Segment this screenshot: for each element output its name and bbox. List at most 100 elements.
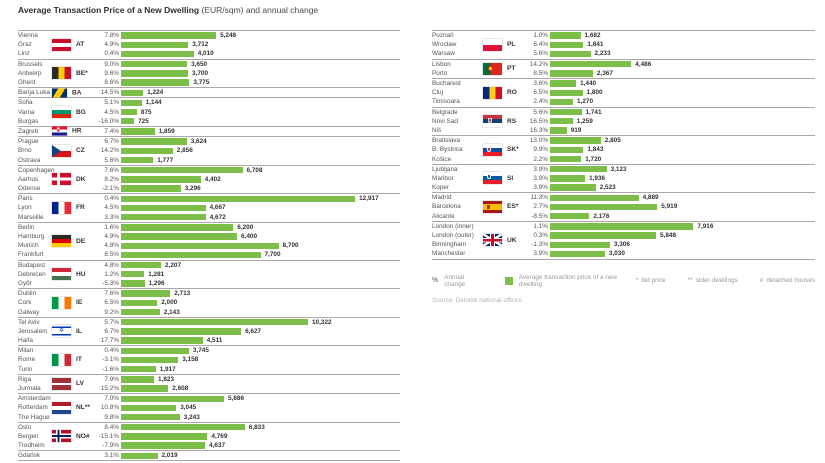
at-flag-icon [52, 38, 71, 51]
price-bar [550, 155, 582, 163]
country-code: BG [76, 108, 86, 116]
chart-row: Rome -3.1% 3,158 [18, 355, 400, 364]
price-bar [121, 128, 155, 135]
price-label: 3,306 [613, 241, 630, 249]
bar-cell: 1,841 [550, 40, 815, 49]
price-label: 4,667 [209, 204, 226, 212]
bar-cell: 3,306 [550, 240, 815, 249]
country-code: RS [507, 117, 517, 125]
country-flag-wrap: AT [52, 38, 84, 51]
double-asterisk-icon: ** [687, 277, 693, 284]
chart-row: Rotterdam 10.8% 3,045 [18, 403, 400, 412]
bar-cell: 1,440 [550, 79, 815, 88]
country-code: IE [76, 299, 83, 307]
country-code: HU [76, 270, 86, 278]
price-label: 2,233 [594, 50, 611, 58]
country-group: LV Riga 7.9% 1,823 Jurmala 15.2% 2,608 [18, 373, 400, 393]
city-label: Lisbon [432, 60, 451, 68]
country-group: BE* Brussels 9.0% 3,650 Antwerp 9.6% 3,700 Ghen… [18, 58, 400, 88]
price-label: 1,682 [584, 32, 601, 40]
chart-row: The Hague 9.8% 3,243 [18, 413, 400, 422]
chart-row: Zagreb 7.4% 1,859 [18, 127, 400, 136]
price-label: 2,000 [161, 299, 178, 307]
bar-cell: 1,800 [550, 88, 815, 97]
city-label: Sofia [18, 99, 33, 107]
city-label: Alicante [432, 212, 455, 220]
country-flag-wrap: DE [52, 235, 85, 248]
price-bar [121, 271, 145, 278]
bar-cell: 1,741 [550, 108, 815, 117]
chart-row: Oslo 8.4% 6,833 [18, 423, 400, 432]
city-label: Wrocław [432, 41, 457, 49]
price-label: 3,700 [192, 69, 208, 77]
price-label: 1,843 [587, 146, 604, 154]
bar-cell: 5,686 [121, 394, 400, 403]
price-bar [550, 137, 601, 144]
bar-cell: 4,667 [121, 203, 400, 212]
annual-change-label: 6.7% [104, 327, 119, 335]
chart-row: Ostrava 5.6% 1,777 [18, 155, 400, 164]
city-label: Hamburg [18, 233, 45, 241]
city-label: Gdańsk [18, 452, 41, 460]
price-bar [121, 413, 180, 421]
price-bar [121, 308, 160, 316]
price-bar [121, 185, 181, 192]
country-code: NO# [76, 432, 90, 440]
price-bar [550, 184, 596, 191]
city-label: Lyon [18, 204, 32, 212]
annual-change-label: 8.5% [533, 69, 548, 77]
city-label: Burgas [18, 117, 39, 125]
bar-cell: 6,708 [121, 166, 400, 175]
price-label: 725 [138, 117, 149, 125]
annual-change-label: 17.7% [100, 337, 119, 345]
city-label: Cork [18, 299, 32, 307]
city-label: Varna [18, 108, 35, 116]
bar-cell: 4,402 [121, 175, 400, 184]
bar-cell: 7,700 [121, 250, 400, 259]
country-flag-wrap: NO# [52, 430, 90, 443]
country-flag-wrap: HR [52, 126, 82, 136]
chart-row: Lyon 4.5% 4,667 [18, 203, 400, 212]
bar-cell: 2,608 [121, 384, 400, 393]
bar-cell: 725 [121, 117, 400, 126]
annual-change-label: 2.4% [533, 98, 548, 106]
city-label: Poznań [432, 32, 454, 40]
country-code: UK [507, 236, 517, 244]
price-label: 1,144 [145, 99, 162, 107]
country-flag-wrap: ES* [483, 200, 518, 213]
price-bar [121, 242, 279, 249]
annual-change-label: 6.7% [104, 138, 119, 146]
country-code: PL [507, 41, 516, 49]
bar-cell: 3,712 [121, 40, 400, 49]
country-group: BA Banja Luka 14.5% 1,224 [18, 87, 400, 98]
bar-cell: 4,511 [121, 336, 400, 345]
price-label: 3,624 [190, 138, 207, 146]
hash-icon: # [759, 277, 764, 284]
country-group: PL Poznań 1.0% 1,682 Wrocław 6.4% 1,841 Warsaw 5… [432, 30, 815, 59]
chart-row: Barcelona 2.7% 5,919 [432, 202, 815, 211]
chart-row: Lisbon 14.2% 4,486 [432, 60, 815, 69]
chart-row: Riga 7.9% 1,823 [18, 375, 400, 384]
price-label: 5,248 [220, 32, 237, 40]
bar-cell: 875 [121, 108, 400, 117]
city-label: Aarhus [18, 175, 39, 183]
city-label: Budapest [18, 261, 46, 269]
annual-change-label: 1.1% [533, 222, 548, 230]
bar-cell: 1,936 [550, 174, 815, 183]
price-label: 7,700 [264, 251, 281, 259]
annual-change-label: 16.3% [529, 126, 548, 134]
annual-change-label: 3.9% [533, 184, 548, 192]
annual-change-label: 0.4% [104, 347, 119, 355]
chart-row: Burgas -16.0% 725 [18, 117, 400, 126]
si-flag-icon [483, 172, 502, 185]
price-label: 1,936 [589, 174, 606, 182]
city-label: Rome [18, 356, 36, 364]
price-bar [121, 424, 245, 431]
price-bar [121, 404, 177, 412]
bar-cell: 2,856 [121, 146, 400, 155]
price-label: 4,889 [642, 194, 659, 202]
price-bar [121, 347, 189, 354]
price-bar [121, 395, 224, 402]
annual-change-label: 4.8% [104, 242, 119, 250]
price-label: 4,769 [211, 432, 228, 440]
